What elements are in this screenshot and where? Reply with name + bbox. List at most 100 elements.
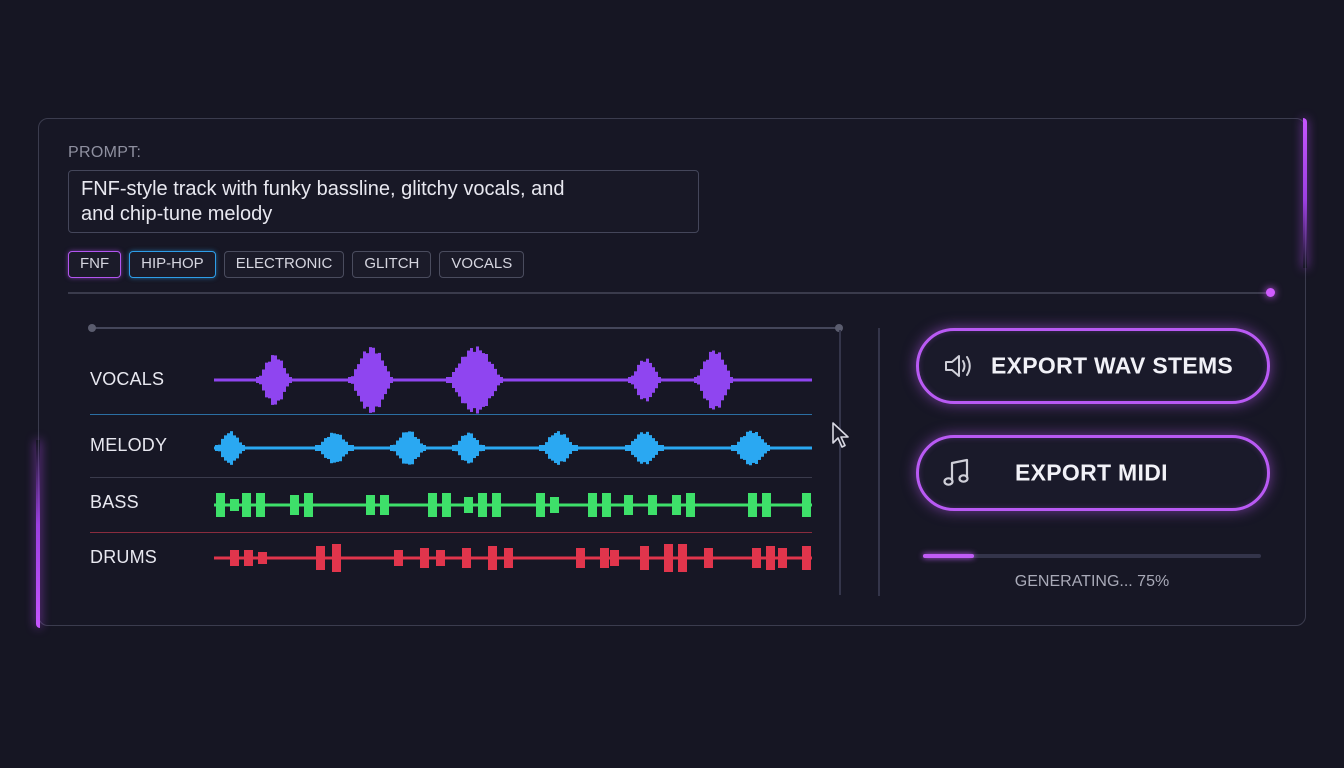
waveform-segment xyxy=(393,444,396,452)
track-label-melody: MELODY xyxy=(90,435,168,455)
waveform-segment xyxy=(366,353,369,407)
waveform-segment xyxy=(405,432,408,464)
waveform-segment xyxy=(752,548,761,568)
waveform-segment xyxy=(491,363,494,397)
waveform-segment xyxy=(417,438,420,458)
waveform-segment xyxy=(694,377,697,383)
waveform-segment xyxy=(464,356,467,404)
waveform-segment xyxy=(655,441,658,455)
waveform-segment xyxy=(316,546,325,570)
waveform-segment xyxy=(258,552,267,564)
waveform-segment xyxy=(766,546,775,570)
waveform-segment xyxy=(631,375,634,385)
waveform-segment xyxy=(637,364,640,396)
waveform-segment xyxy=(360,358,363,402)
panel-glow-accent-right xyxy=(1303,118,1307,268)
waveform-segment xyxy=(500,377,503,383)
waveform-segment xyxy=(802,546,811,570)
waveform-segment xyxy=(482,445,485,451)
waveform-segment xyxy=(452,445,455,451)
waveform-segment xyxy=(455,367,458,393)
waveform-segment xyxy=(648,495,657,515)
waveform-segment xyxy=(640,546,649,570)
track-label-bass: BASS xyxy=(90,492,139,512)
waveform-segment xyxy=(473,437,476,459)
prompt-input[interactable]: FNF-style track with funky bassline, gli… xyxy=(68,170,699,233)
waveform-segment xyxy=(428,493,437,517)
waveform-segment xyxy=(242,493,251,517)
prompt-text-line-1: FNF-style track with funky bassline, gli… xyxy=(81,178,565,200)
waveform-segment xyxy=(703,361,706,399)
waveform-segment xyxy=(402,432,405,464)
waveform-segment xyxy=(778,548,787,568)
waveform-segment xyxy=(259,375,262,385)
waveform-segment xyxy=(576,548,585,568)
waveform-segment xyxy=(752,433,755,463)
waveform-segment xyxy=(734,445,737,451)
waveform-segment xyxy=(646,431,649,465)
timeline-ruler[interactable] xyxy=(92,327,840,329)
waveform-segment xyxy=(399,437,402,459)
waveform-segment xyxy=(262,369,265,391)
waveform-segment xyxy=(658,377,661,383)
waveform-segment xyxy=(575,445,578,451)
tag-fnf[interactable]: FNF xyxy=(68,251,122,278)
tag-hip-hop[interactable]: HIP-HOP xyxy=(129,251,216,278)
export-midi-label: EXPORT MIDI xyxy=(1015,459,1168,486)
tag-glitch[interactable]: GLITCH xyxy=(352,251,432,278)
waveform-segment xyxy=(244,550,253,566)
waveform-segment xyxy=(536,493,545,517)
progress-bar-fill xyxy=(923,554,974,558)
waveform-segment xyxy=(290,495,299,515)
waveform-segment xyxy=(271,355,274,405)
waveform-segment xyxy=(455,444,458,452)
waveform-segment xyxy=(625,445,628,451)
timeline-end-line xyxy=(839,330,841,595)
waveform-segment xyxy=(467,432,470,464)
waveform-segment xyxy=(345,441,348,455)
export-midi-button[interactable]: EXPORT MIDI xyxy=(916,435,1270,511)
timeline-end-marker[interactable] xyxy=(835,324,843,332)
waveform-segment xyxy=(643,361,646,399)
waveform-segment xyxy=(462,548,471,568)
waveform-segment xyxy=(743,436,746,460)
waveform-segment xyxy=(545,442,548,454)
waveform-segment xyxy=(461,435,464,461)
waveform-segment xyxy=(610,550,619,566)
waveform-segment xyxy=(378,352,381,408)
waveform-segment xyxy=(492,493,501,517)
waveform-segment xyxy=(342,439,345,457)
waveform-segment xyxy=(449,377,452,383)
tag-vocals[interactable]: VOCALS xyxy=(439,251,525,278)
waveform-segment xyxy=(420,443,423,453)
waveform-segment xyxy=(304,493,313,517)
waveform-segment xyxy=(230,550,239,566)
waveform-segment xyxy=(802,493,811,517)
tag-electronic[interactable]: ELECTRONIC xyxy=(223,251,345,278)
waveform-segment xyxy=(473,351,476,409)
waveform-segment xyxy=(649,435,652,461)
timeline-start-marker[interactable] xyxy=(88,324,96,332)
waveform-segment xyxy=(274,355,277,405)
waveform-segment xyxy=(724,364,727,396)
waveform-segment xyxy=(354,369,357,391)
waveform-segment xyxy=(239,442,242,454)
waveform-segment xyxy=(649,362,652,398)
waveform-segment xyxy=(758,436,761,460)
waveform-segment xyxy=(218,444,221,452)
waveform-segment xyxy=(737,441,740,455)
waveform-segment xyxy=(634,371,637,389)
waveform-segment xyxy=(672,495,681,515)
mouse-cursor-icon xyxy=(832,422,849,448)
waveform-segment xyxy=(658,445,661,451)
track-separator xyxy=(90,532,812,533)
waveform-segment xyxy=(482,353,485,407)
export-wav-stems-button[interactable]: EXPORT WAV STEMS xyxy=(916,328,1270,404)
waveform-segment xyxy=(327,436,330,460)
waveform-segment xyxy=(686,493,695,517)
music-note-icon xyxy=(943,458,969,486)
waveform-segment xyxy=(494,368,497,392)
waveform-segment xyxy=(740,437,743,459)
waveform-segment xyxy=(394,550,403,566)
waveform-segment xyxy=(655,371,658,389)
